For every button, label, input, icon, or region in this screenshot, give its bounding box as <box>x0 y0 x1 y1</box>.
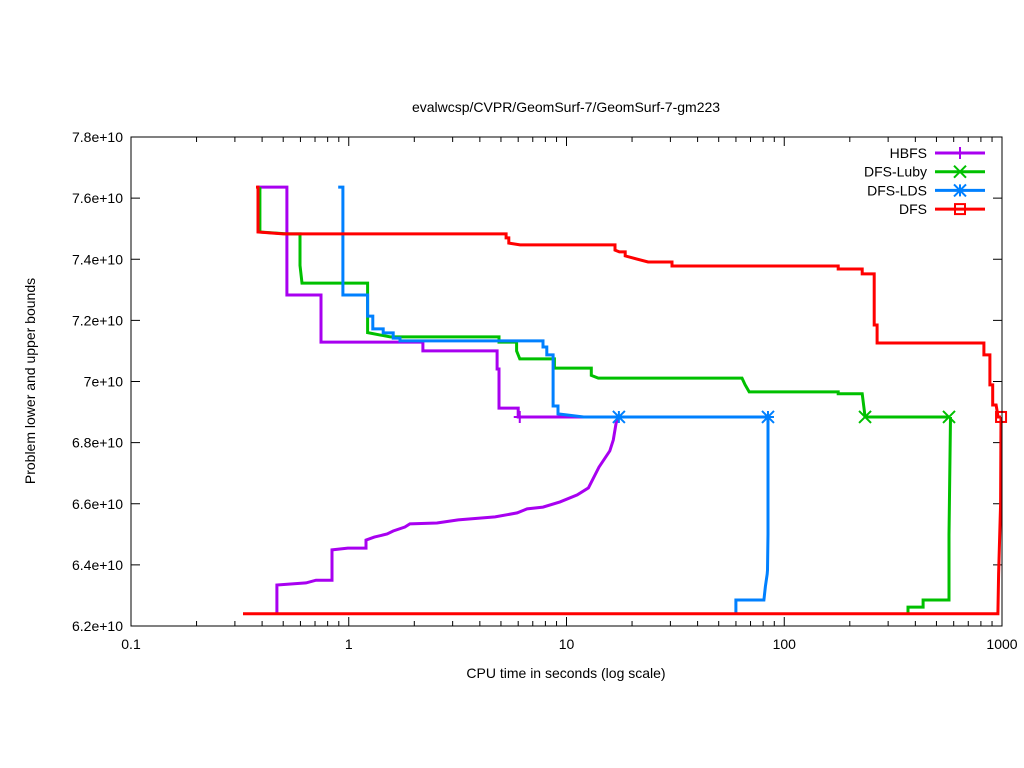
legend-marker <box>953 183 967 198</box>
x-tick-label: 100 <box>773 636 797 652</box>
series-layer <box>243 185 1008 616</box>
y-tick-label: 7.8e+10 <box>72 129 123 145</box>
legend-label: DFS <box>899 201 927 217</box>
series-dfs-lds <box>338 185 775 614</box>
dfs-luby-point-marker <box>858 410 872 424</box>
dfs-upper-bound-line <box>256 185 1001 419</box>
y-tick-label: 7e+10 <box>84 374 124 390</box>
dfs-point-marker <box>995 410 1008 423</box>
hbfs-lower-bound-line <box>275 416 621 614</box>
dfs-lds-point-marker <box>612 410 626 424</box>
legend-label: DFS-Luby <box>864 164 927 180</box>
x-tick-label: 1 <box>345 636 353 652</box>
series-dfs-luby <box>258 187 956 614</box>
plot-frame <box>130 136 1003 627</box>
y-tick-label: 6.6e+10 <box>72 496 123 512</box>
hbfs-upper-bound-line <box>257 185 619 419</box>
y-tick-label: 7.2e+10 <box>72 312 123 328</box>
y-axis-label: Problem lower and upper bounds <box>22 278 38 484</box>
legend-label: DFS-LDS <box>867 182 927 198</box>
y-tick-label: 6.8e+10 <box>72 435 123 451</box>
legend-marker <box>953 164 967 179</box>
x-tick-label: 0.1 <box>121 636 141 652</box>
legend-label: HBFS <box>890 145 927 161</box>
axis-ticks: 6.2e+10 6.4e+10 6.6e+10 6.8e+10 7e+10 7.2e+10… <box>72 129 1018 652</box>
dfs-luby-lower-bound-line <box>906 416 952 614</box>
dfs-luby-point-marker <box>942 410 956 424</box>
y-tick-label: 6.2e+10 <box>72 618 123 634</box>
legend-marker <box>954 147 966 159</box>
dfs-luby-upper-bound-line <box>258 187 949 419</box>
series-dfs <box>243 185 1008 616</box>
legend-marker <box>954 203 966 216</box>
y-tick-label: 7.4e+10 <box>72 251 123 267</box>
series-hbfs <box>257 185 621 614</box>
dfs-lds-point-marker <box>761 410 775 424</box>
dfs-lds-upper-bound-line <box>338 185 768 419</box>
x-axis-label: CPU time in seconds (log scale) <box>466 665 665 681</box>
legend: HBFS DFS-Luby DFS-LDS DFS <box>864 145 985 217</box>
dfs-lower-bound-line <box>243 416 1003 616</box>
y-tick-label: 6.4e+10 <box>72 557 123 573</box>
hbfs-point-marker <box>513 410 526 423</box>
x-tick-label: 1000 <box>986 636 1017 652</box>
x-tick-label: 10 <box>559 636 575 652</box>
chart-title: evalwcsp/CVPR/GeomSurf-7/GeomSurf-7-gm22… <box>412 99 720 115</box>
y-tick-label: 7.6e+10 <box>72 190 123 206</box>
dfs-lds-lower-bound-line <box>734 417 770 614</box>
